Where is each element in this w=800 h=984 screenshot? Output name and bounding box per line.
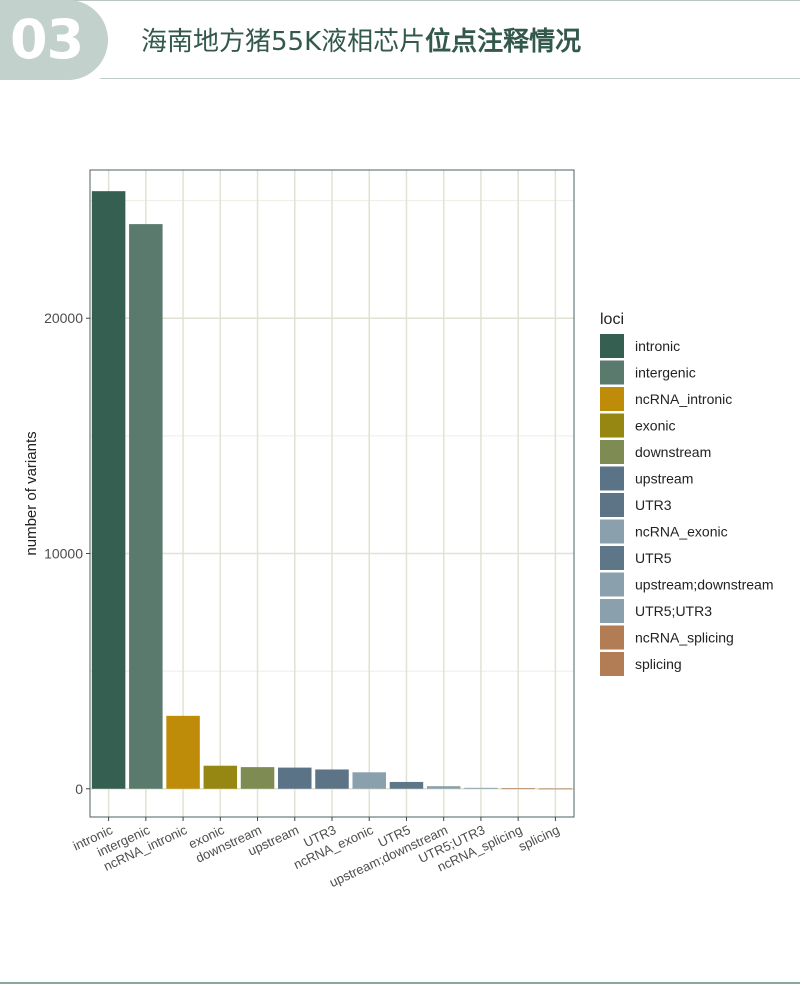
bar-splicing <box>538 788 573 790</box>
bar-ncrna-intronic <box>166 715 200 789</box>
y-tick-label: 0 <box>75 781 83 797</box>
top-border <box>0 0 800 1</box>
page-title: 海南地方猪55K液相芯片位点注释情况 <box>141 22 581 62</box>
legend-label: intergenic <box>635 365 696 381</box>
header-divider <box>100 78 800 79</box>
legend-swatch-10 <box>600 599 624 623</box>
legend-swatch-6 <box>600 493 624 517</box>
legend-label: exonic <box>635 418 675 434</box>
page-title-bold: 位点注释情况 <box>425 27 582 57</box>
bar-ncrna-splicing <box>501 788 535 790</box>
legend-label: ncRNA_splicing <box>635 630 734 646</box>
legend-swatch-11 <box>600 625 624 650</box>
legend-swatch-1 <box>600 360 624 385</box>
bar-utr3 <box>315 769 349 789</box>
x-tick-label: splicing <box>516 822 562 854</box>
legend-swatch-3 <box>600 413 624 438</box>
bar-intergenic <box>129 224 163 789</box>
page-title-normal: 海南地方猪55K液相芯片 <box>141 27 426 57</box>
legend-swatch-4 <box>600 440 624 464</box>
bar-utr5-utr3 <box>464 787 498 789</box>
legend-label: upstream <box>635 471 693 487</box>
legend-swatch-8 <box>600 546 624 570</box>
bar-downstream <box>240 767 275 789</box>
bar-exonic <box>203 765 238 789</box>
y-axis-title: number of variants <box>23 431 40 555</box>
section-badge: 03 <box>0 0 108 80</box>
legend-label: ncRNA_exonic <box>635 524 728 540</box>
legend-swatch-2 <box>600 387 624 411</box>
bar-upstream-downstream <box>426 786 461 789</box>
legend-label: UTR5;UTR3 <box>635 603 712 619</box>
bar-utr5 <box>389 781 424 789</box>
y-tick-label: 10000 <box>44 545 83 561</box>
bar-upstream <box>278 767 312 789</box>
legend-label: ncRNA_intronic <box>635 391 732 407</box>
bottom-border <box>0 982 800 984</box>
legend-label: upstream;downstream <box>635 577 774 593</box>
legend-swatch-9 <box>600 572 624 597</box>
legend-label: UTR5 <box>635 550 672 566</box>
legend-swatch-0 <box>600 334 624 358</box>
legend-label: downstream <box>635 444 711 460</box>
legend-label: splicing <box>635 656 682 672</box>
bar-ncrna-exonic <box>352 772 386 789</box>
legend-label: UTR3 <box>635 497 672 513</box>
bar-intronic <box>91 191 126 789</box>
legend-swatch-12 <box>600 652 624 676</box>
section-number: 03 <box>10 8 84 71</box>
legend-label: intronic <box>635 338 680 354</box>
legend-title: loci <box>600 311 624 328</box>
legend-swatch-5 <box>600 466 624 491</box>
y-tick-label: 20000 <box>44 310 83 326</box>
legend-swatch-7 <box>600 519 624 544</box>
